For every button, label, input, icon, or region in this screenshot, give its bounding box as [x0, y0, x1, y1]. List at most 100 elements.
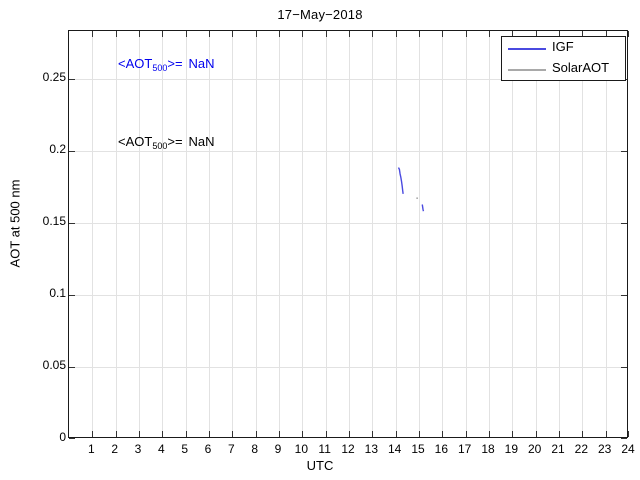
chart-legend: IGF SolarAOT [501, 36, 626, 81]
x-tick-label: 16 [434, 442, 448, 456]
tick-mark-x [605, 431, 607, 437]
tick-mark-x [279, 31, 280, 37]
tick-mark-x [628, 431, 629, 437]
tick-mark-x [372, 31, 374, 37]
tick-mark-x [582, 431, 584, 437]
tick-mark-x [115, 31, 117, 37]
tick-mark-x [419, 31, 420, 37]
y-tick-label: 0.2 [49, 141, 66, 156]
gridline-vertical [185, 31, 187, 437]
tick-mark-y [69, 294, 75, 296]
data-line-igf [397, 167, 404, 194]
gridline-vertical [605, 31, 607, 437]
tick-mark-x [115, 431, 117, 437]
annotation-prefix: <AOT [118, 134, 153, 149]
tick-mark-x [559, 431, 560, 437]
gridline-vertical [279, 31, 280, 437]
x-axis-label: UTC [306, 458, 334, 473]
tick-mark-x [628, 31, 629, 37]
tick-mark-y [69, 366, 75, 368]
tick-mark-y [621, 438, 627, 439]
gridline-horizontal [69, 366, 627, 368]
tick-mark-x [92, 431, 94, 437]
x-tick-label: 24 [621, 442, 635, 456]
gridline-vertical [559, 31, 560, 437]
legend-item-igf: IGF [502, 38, 625, 59]
tick-mark-x [232, 31, 234, 37]
gridline-vertical [232, 31, 234, 437]
gridline-vertical [535, 31, 537, 437]
gridline-vertical [372, 31, 374, 437]
tick-mark-x [349, 431, 350, 437]
y-tick-label: 0 [59, 430, 66, 444]
chart-title: 17−May−2018 [277, 7, 363, 22]
tick-mark-x [325, 431, 327, 437]
data-series-layer [397, 167, 425, 212]
x-tick-label: 23 [597, 442, 612, 456]
tick-mark-x [139, 31, 140, 37]
tick-mark-y [69, 150, 75, 152]
tick-mark-x [605, 31, 607, 37]
annotation-value: NaN [188, 134, 215, 149]
tick-mark-x [162, 431, 164, 437]
gridline-vertical [139, 31, 140, 437]
legend-swatch-igf [508, 48, 546, 50]
gridline-vertical [162, 31, 164, 437]
data-line-igf [421, 204, 425, 212]
tick-mark-y [69, 78, 75, 80]
tick-mark-x [162, 31, 164, 37]
gridline-horizontal [69, 78, 627, 80]
tick-mark-x [139, 431, 140, 437]
tick-mark-y [69, 438, 75, 439]
legend-label: SolarAOT [552, 60, 610, 75]
x-tick-label: 13 [364, 442, 378, 456]
gridline-vertical [442, 31, 444, 437]
x-tick-label: 20 [527, 442, 542, 456]
tick-mark-x [395, 31, 397, 37]
legend-item-solaraot: SolarAOT [502, 59, 625, 80]
annotation-value: NaN [188, 56, 215, 71]
tick-mark-x [349, 31, 350, 37]
gridline-horizontal [69, 150, 627, 152]
plot-area [68, 30, 629, 439]
gridline-vertical [512, 31, 514, 437]
tick-mark-y [621, 150, 627, 152]
x-tick-label: 7 [227, 442, 235, 456]
gridline-vertical [115, 31, 117, 437]
x-tick-label: 18 [481, 442, 495, 456]
gridline-vertical [489, 31, 490, 437]
tick-mark-x [209, 431, 210, 437]
tick-mark-x [512, 31, 514, 37]
tick-mark-x [372, 431, 374, 437]
tick-mark-x [209, 31, 210, 37]
y-axis-label: AOT at 500 nm [7, 179, 23, 268]
tick-mark-y [621, 222, 627, 224]
annotation-igf-mean: <AOT500>= NaN [118, 56, 215, 73]
gridline-vertical [349, 31, 350, 437]
tick-mark-x [489, 31, 490, 37]
tick-mark-x [582, 31, 584, 37]
tick-mark-x [465, 31, 467, 37]
tick-mark-x [535, 431, 537, 437]
annotation-subscript: 500 [152, 63, 168, 73]
tick-mark-x [442, 31, 444, 37]
annotation-prefix: <AOT [118, 56, 153, 71]
x-tick-label: 11 [318, 442, 331, 456]
tick-mark-x [255, 31, 257, 37]
gridline-vertical [325, 31, 327, 437]
tick-mark-x [419, 431, 420, 437]
x-tick-label: 19 [504, 442, 518, 456]
x-tick-label: 1 [87, 442, 95, 456]
x-tick-label: 22 [574, 442, 588, 456]
x-tick-label: 9 [274, 442, 282, 456]
gridline-vertical [395, 31, 397, 437]
annotation-subscript: 500 [152, 141, 168, 151]
tick-mark-y [621, 366, 627, 368]
tick-mark-x [535, 31, 537, 37]
gridline-vertical [582, 31, 584, 437]
tick-mark-y [69, 222, 75, 224]
legend-label: IGF [552, 39, 574, 54]
y-tick-label: 0.1 [49, 285, 66, 300]
x-tick-label: 12 [341, 442, 355, 456]
